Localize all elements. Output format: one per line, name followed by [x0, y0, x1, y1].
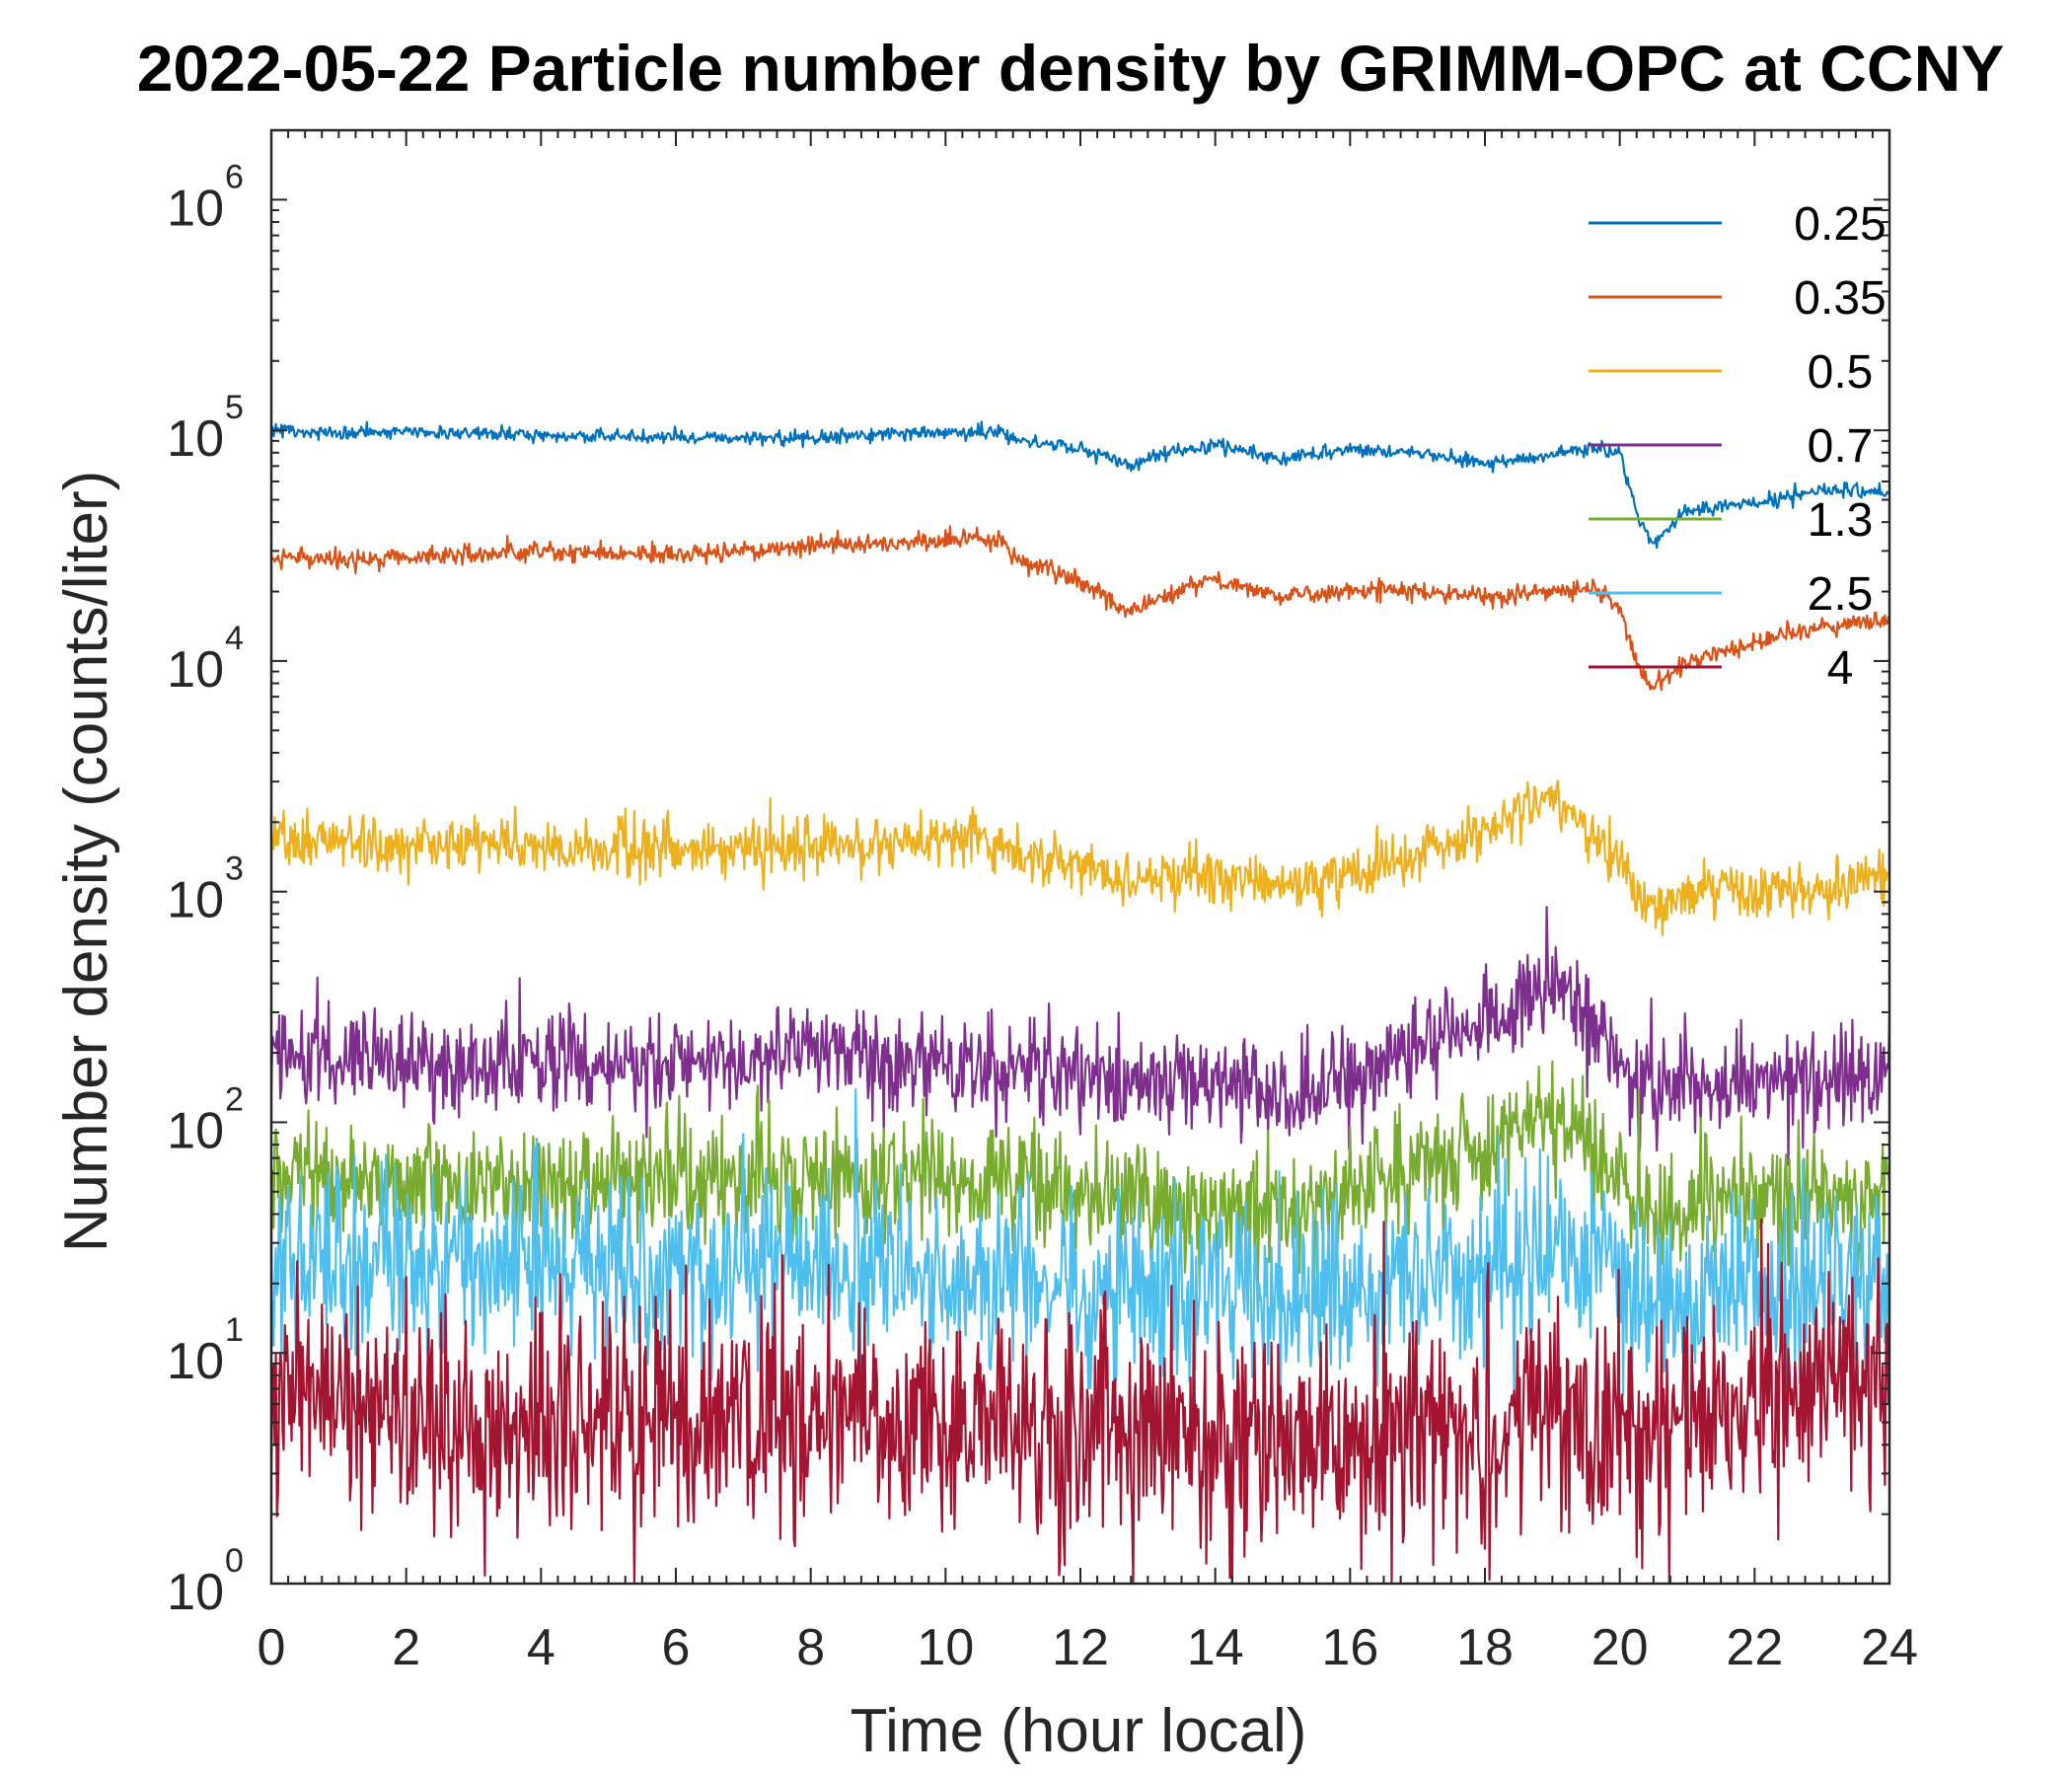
x-tick-label: 2 [392, 1619, 420, 1676]
x-axis-label: Time (hour local) [851, 1697, 1307, 1765]
y-tick-exponent: 3 [225, 851, 244, 888]
legend-label: 0.25 [1794, 198, 1886, 251]
x-tick-label: 6 [662, 1619, 691, 1676]
y-tick-label: 10 [167, 1102, 224, 1159]
x-tick-label: 22 [1726, 1619, 1783, 1676]
x-tick-label: 20 [1591, 1619, 1649, 1676]
y-axis-label: Number density (counts/liter) [52, 471, 120, 1253]
y-tick-exponent: 1 [225, 1311, 244, 1349]
y-tick-exponent: 2 [225, 1080, 244, 1118]
y-tick-label: 10 [167, 872, 224, 929]
y-tick-exponent: 0 [225, 1542, 244, 1580]
series-line-1.3 [269, 1060, 1891, 1289]
x-tick-label: 8 [796, 1619, 825, 1676]
series-layer [269, 420, 1891, 1586]
x-tick-label: 10 [917, 1619, 974, 1676]
x-tick-label: 18 [1456, 1619, 1514, 1676]
legend-label: 0.35 [1794, 272, 1886, 325]
tick-layer: 0 2 4 6 8 10 12 14 16 18 20 22 241001011021031041051… [167, 129, 1918, 1676]
x-tick-label: 16 [1321, 1619, 1378, 1676]
x-tick-label: 0 [258, 1619, 286, 1676]
series-line-0.5 [269, 779, 1890, 936]
y-tick-exponent: 6 [225, 158, 244, 195]
chart-title: 2022-05-22 Particle number density by GR… [137, 32, 2005, 105]
legend-label: 4 [1827, 642, 1854, 695]
x-tick-label: 14 [1187, 1619, 1244, 1676]
y-tick-exponent: 5 [225, 389, 244, 426]
legend-label: 0.5 [1808, 346, 1874, 399]
legend-label: 1.3 [1808, 494, 1874, 547]
legend-label: 0.7 [1808, 420, 1874, 473]
series-line-0.25 [269, 420, 1891, 550]
series-line-0.35 [269, 525, 1891, 692]
x-tick-label: 24 [1861, 1619, 1918, 1676]
y-tick-label: 10 [167, 410, 224, 468]
series-line-0.7 [269, 906, 1891, 1166]
y-tick-label: 10 [167, 1564, 224, 1621]
y-tick-label: 10 [167, 1333, 224, 1390]
x-tick-label: 4 [527, 1619, 555, 1676]
y-tick-label: 10 [167, 641, 224, 699]
series-line-4 [269, 1219, 1891, 1586]
y-tick-label: 10 [167, 180, 224, 237]
legend: 0.25 0.35 0.5 0.7 1.3 2.5 4 [1589, 198, 1887, 695]
x-tick-label: 12 [1052, 1619, 1109, 1676]
legend-label: 2.5 [1808, 568, 1874, 621]
y-tick-exponent: 4 [225, 620, 244, 657]
